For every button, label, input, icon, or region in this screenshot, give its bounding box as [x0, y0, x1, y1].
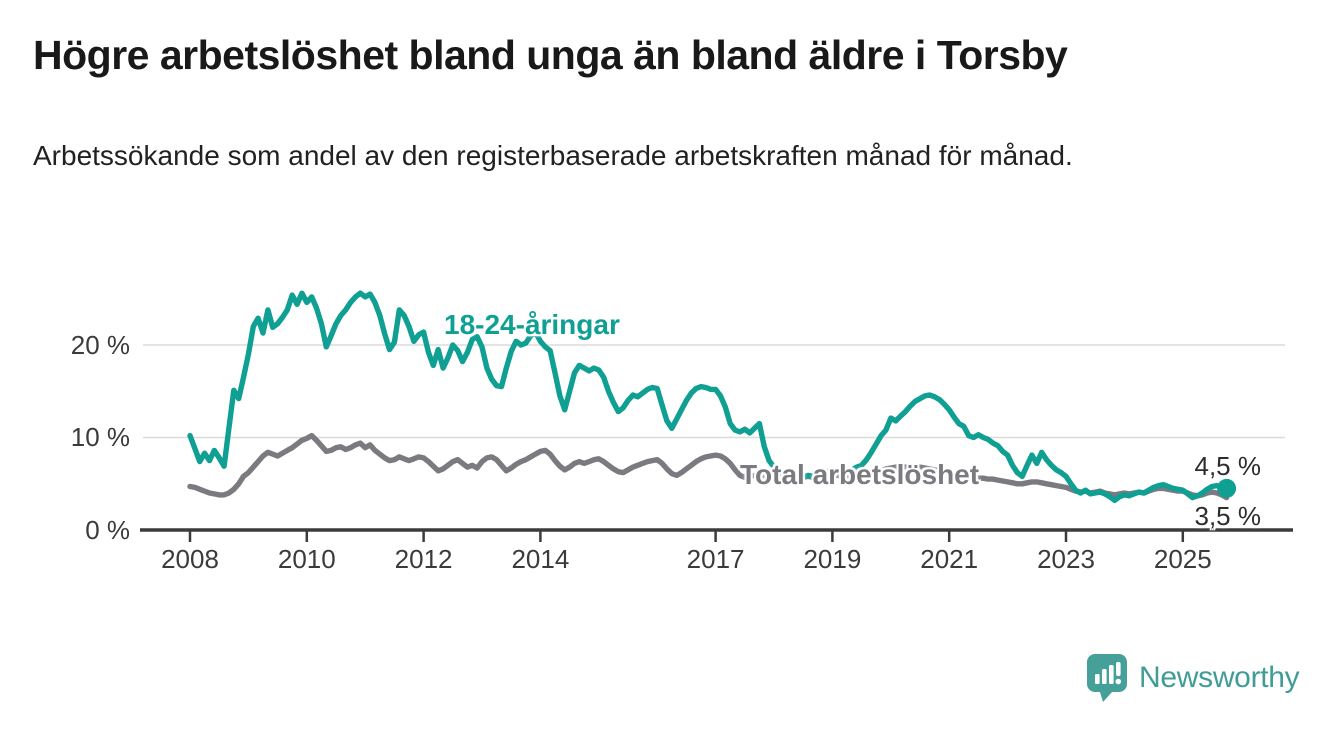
x-axis-tick-label-2025: 2025 [1153, 544, 1212, 574]
end-value-label-total: 3,5 % [1194, 501, 1262, 531]
newsworthy-logo-text: Newsworthy [1139, 661, 1300, 694]
y-axis-tick-label-10: 10 % [70, 422, 130, 452]
x-axis-tick-label-2017: 2017 [686, 544, 745, 574]
newsworthy-logo: Newsworthy [1086, 653, 1300, 703]
x-axis-tick-label-2021: 2021 [920, 544, 979, 574]
x-axis-tick-label-2010: 2010 [277, 544, 336, 574]
x-axis-tick-label-2014: 2014 [511, 544, 570, 574]
y-axis-tick-label-0: 0 % [85, 515, 130, 545]
x-axis-tick-label-2019: 2019 [803, 544, 862, 574]
x-axis-tick-label-2023: 2023 [1037, 544, 1095, 574]
page-title: Högre arbetslöshet bland unga än bland ä… [33, 32, 1068, 78]
x-axis-tick-label-2012: 2012 [394, 544, 453, 574]
series-end-dot [1217, 478, 1237, 498]
end-value-label-youth: 4,5 % [1194, 451, 1262, 481]
series-line-total-arbetsl-shet [187, 432, 1230, 501]
chart-subtitle: Arbetssökande som andel av den registerb… [33, 140, 1073, 171]
newsworthy-speech-bubble-bar-chart-icon [1087, 654, 1127, 702]
series-label-youth: 18-24-åringar [444, 309, 620, 340]
series-label-total: Total arbetslöshet [740, 459, 980, 490]
x-axis-tick-label-2008: 2008 [161, 544, 219, 574]
series-line-18-24-ringar [187, 290, 1230, 504]
y-axis-tick-label-20: 20 % [70, 330, 130, 360]
